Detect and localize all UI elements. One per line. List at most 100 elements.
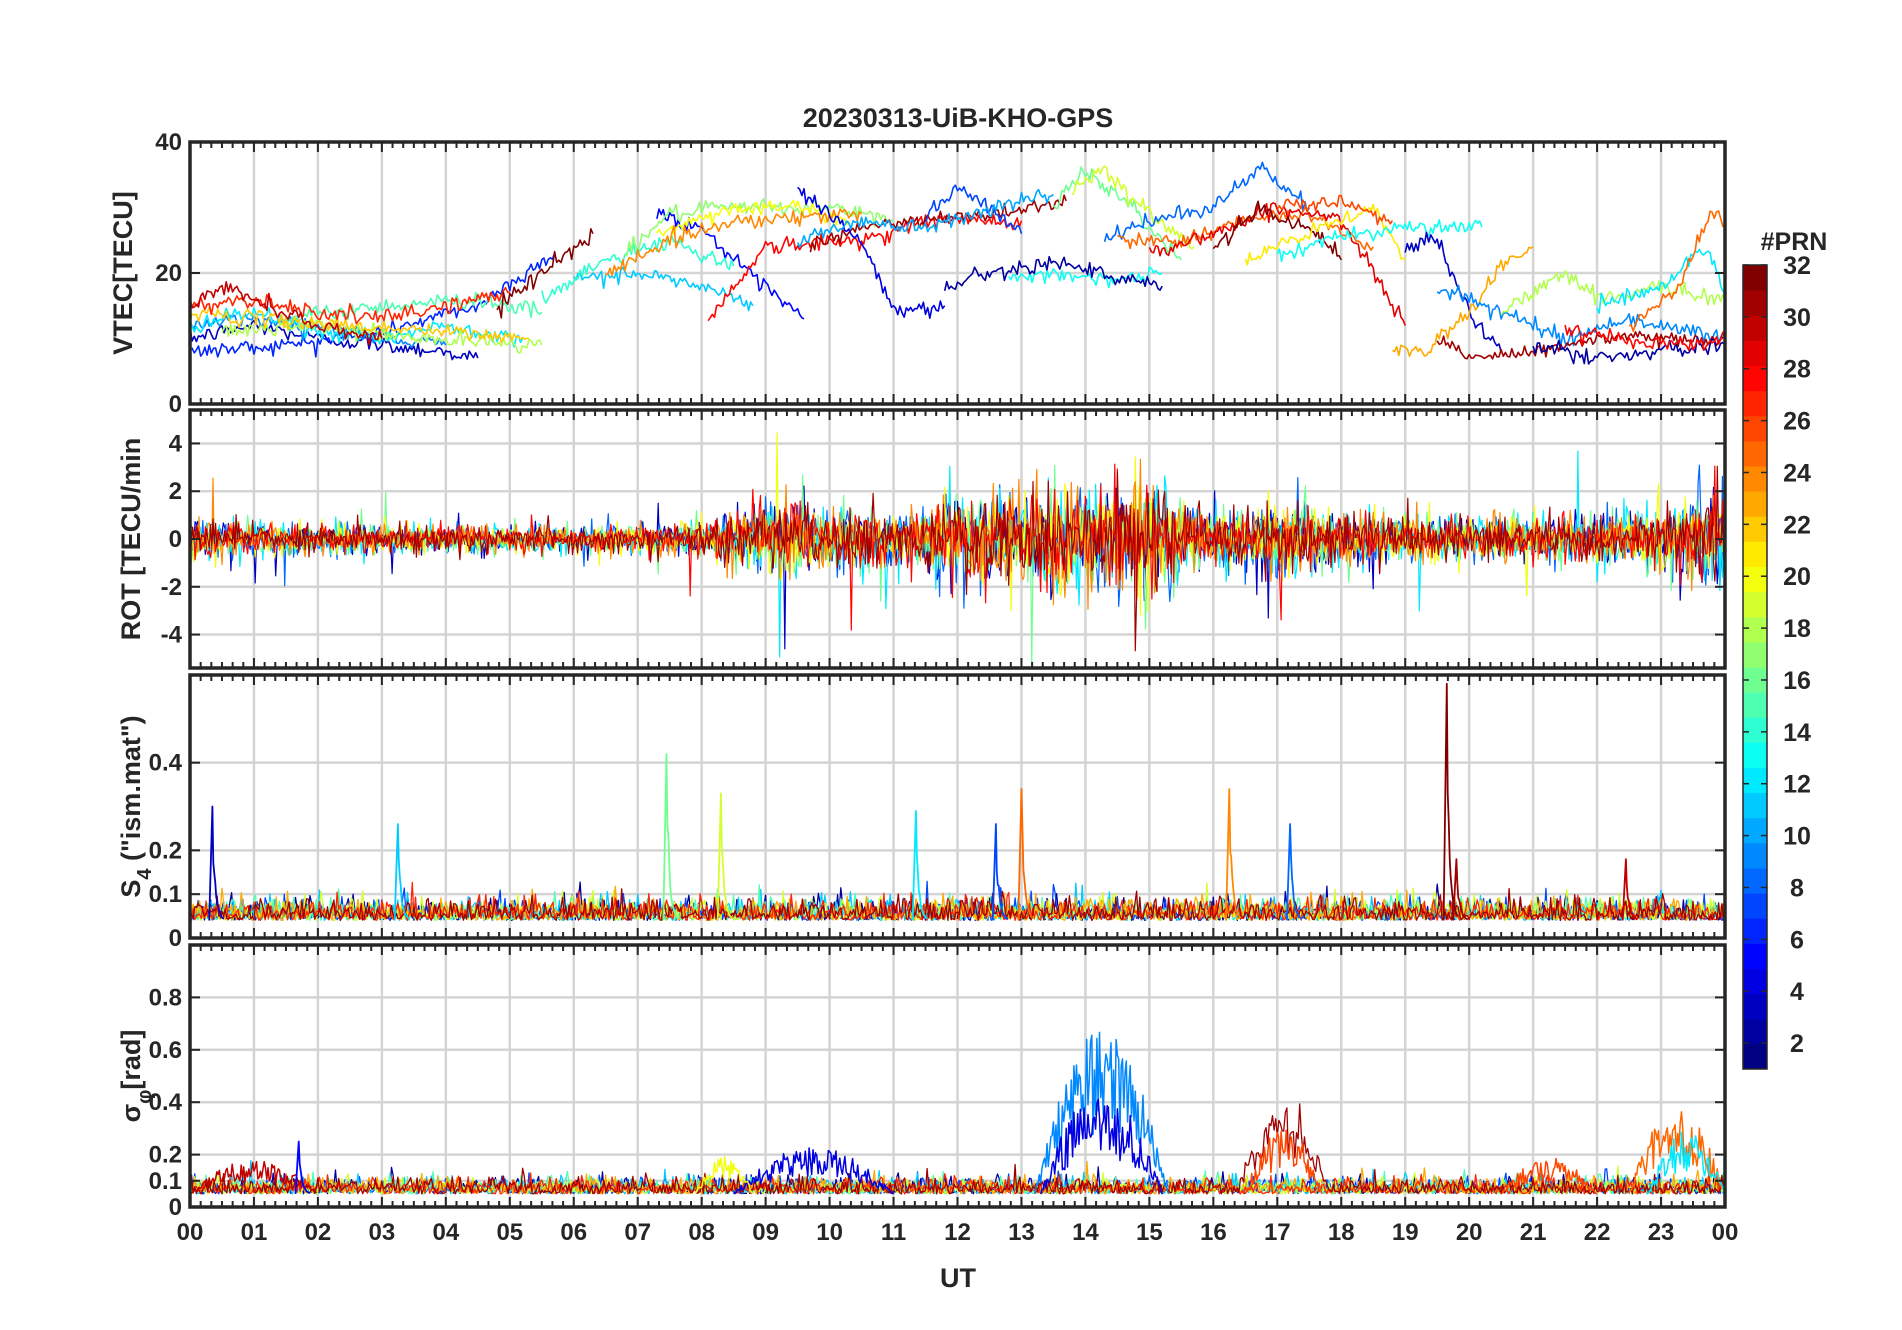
colorbar-frame xyxy=(1742,264,1768,1070)
x-tick-label: 21 xyxy=(1520,1219,1547,1246)
y-tick-label: -2 xyxy=(161,574,182,601)
burst-prn-9-0 xyxy=(1033,1031,1170,1195)
x-tick-label: 09 xyxy=(752,1219,779,1246)
y-tick-labels: 0 20 40 xyxy=(155,129,182,418)
vtec-series-prn-26-31 xyxy=(1276,194,1394,226)
y-tick-label: 4 xyxy=(169,430,183,457)
series-group xyxy=(190,682,1725,922)
x-tick-label: 12 xyxy=(944,1219,971,1246)
vtec-series-prn-14-12 xyxy=(541,235,735,304)
spike-prn-31-10 xyxy=(1452,858,1469,921)
figure-title: 20230313-UiB-KHO-GPS xyxy=(803,103,1114,133)
y-tick-labels: 00.10.2 0.4 0.6 0.8 xyxy=(149,984,183,1221)
vtec-series-prn-8-25 xyxy=(1103,161,1311,243)
y-tick-label: 0 xyxy=(169,1194,182,1221)
spike-prn-25-6 xyxy=(1017,788,1034,921)
grid xyxy=(190,675,1725,938)
vtec-series-prn-10-20 xyxy=(796,188,1054,248)
x-tick-label: 05 xyxy=(496,1219,523,1246)
series-prn-31 xyxy=(190,887,1725,922)
colorbar-tick-label: 18 xyxy=(1783,615,1811,643)
y-tick-labels: -4 -2 0 2 4 xyxy=(161,430,183,648)
vtec-series-prn-22-6 xyxy=(190,306,530,343)
x-ticks xyxy=(189,945,1726,1208)
x-tick-label: 03 xyxy=(369,1219,396,1246)
x-ticks xyxy=(189,675,1726,939)
panel-2: -4 -2 0 2 4 ROT [TECU/min xyxy=(116,408,1727,670)
panel-4: 00.10.20.40.60.8σφ[rad]00 01 02 03 04 05 06 07 0… xyxy=(116,943,1739,1246)
vtec-series-prn-12-38 xyxy=(1596,248,1725,314)
x-tick-label: 00 xyxy=(1712,1219,1739,1246)
x-tick-label: 04 xyxy=(432,1219,459,1246)
series-prn-27 xyxy=(190,881,1725,922)
x-tick-label: 16 xyxy=(1200,1219,1227,1246)
y-axis-title-rest: [rad] xyxy=(116,1030,146,1090)
vtec-series-prn-11-11 xyxy=(573,266,754,312)
vtec-series-prn-23-33 xyxy=(1392,246,1534,358)
colorbar-tick-label: 8 xyxy=(1790,874,1804,902)
y-tick-label: 0.2 xyxy=(149,1142,182,1169)
colorbar-cell xyxy=(1743,993,1767,1020)
burst-prn-4-1 xyxy=(1039,1098,1163,1195)
vtec-series-prn-18-35 xyxy=(1500,270,1725,316)
spike-prn-11-1 xyxy=(393,823,411,921)
colorbar-cell xyxy=(1743,365,1767,392)
colorbar-cell xyxy=(1743,767,1767,794)
x-tick-label: 15 xyxy=(1136,1219,1163,1246)
colorbar-cell xyxy=(1743,717,1767,743)
series-group xyxy=(190,161,1725,365)
y-tick-label: 0.1 xyxy=(149,881,182,908)
y-tick-label: 0.4 xyxy=(149,1089,183,1116)
x-tick-label: 17 xyxy=(1264,1219,1291,1246)
x-ticks xyxy=(189,141,1726,405)
colorbar-cell xyxy=(1743,491,1767,517)
spike-prn-16-2 xyxy=(662,753,679,921)
vtec-series-prn-25-39 xyxy=(1628,210,1725,333)
y-tick-label: 0 xyxy=(169,526,182,553)
x-tick-label: 23 xyxy=(1648,1219,1675,1246)
colorbar-cell xyxy=(1743,1043,1767,1070)
spike-prn-7-5 xyxy=(991,823,1008,921)
colorbar-cell xyxy=(1743,1018,1767,1045)
vtec-series-prn-7-19 xyxy=(924,184,1023,234)
rot-series-prn-28 xyxy=(190,463,1725,631)
colorbar-label: #PRN xyxy=(1761,228,1828,256)
colorbar-cell xyxy=(1743,265,1767,291)
colorbar-cell xyxy=(1743,742,1767,768)
series-group xyxy=(190,1031,1725,1195)
colorbar-tick-label: 10 xyxy=(1783,823,1811,851)
colorbar-cell xyxy=(1743,541,1767,567)
y-axis-title: σφ[rad] xyxy=(116,1030,156,1123)
x-tick-label: 18 xyxy=(1328,1219,1355,1246)
vtec-series-prn-9-34 xyxy=(1436,284,1725,347)
colorbar-cells xyxy=(1743,265,1767,1070)
spike-prn-8-8 xyxy=(1286,823,1303,921)
x-tick-label: 00 xyxy=(177,1219,204,1246)
series-group xyxy=(190,432,1725,667)
colorbar-cell xyxy=(1743,616,1767,643)
y-tick-label: 0.1 xyxy=(149,1168,182,1195)
vtec-series-prn-28-40 xyxy=(1564,324,1725,352)
vtec-series-prn-19-23 xyxy=(1071,165,1195,250)
y-tick-label: 0.6 xyxy=(149,1037,182,1064)
y-tick-label: 2 xyxy=(169,478,182,505)
x-tick-label: 20 xyxy=(1456,1219,1483,1246)
vtec-series-prn-27-7 xyxy=(190,286,510,325)
colorbar-tick-label: 6 xyxy=(1790,926,1804,954)
vtec-series-prn-20-14 xyxy=(656,199,850,237)
burst-prn-4-4 xyxy=(733,1147,894,1195)
colorbar-tick-label: 16 xyxy=(1783,667,1811,695)
colorbar-cell xyxy=(1743,340,1767,366)
colorbar-tick-label: 26 xyxy=(1783,408,1811,436)
colorbar-cell xyxy=(1743,415,1767,442)
colorbar-cell xyxy=(1743,440,1767,467)
x-tick-label: 19 xyxy=(1392,1219,1419,1246)
colorbar-tick-label: 14 xyxy=(1783,719,1811,747)
grid xyxy=(190,945,1725,1207)
y-axis-title-main: S xyxy=(116,880,146,898)
y-tick-label: 0.8 xyxy=(149,984,182,1011)
